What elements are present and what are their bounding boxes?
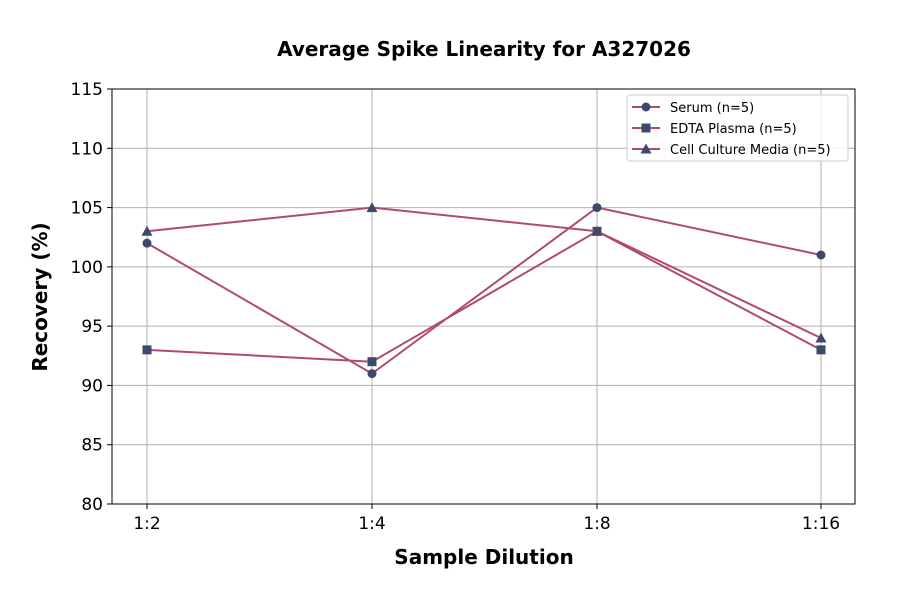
square-marker: [641, 123, 651, 133]
triangle-marker: [366, 202, 378, 213]
legend: Serum (n=5) EDTA Plasma (n=5) Cell Culture…: [626, 94, 849, 162]
y-tick-label: 115: [71, 80, 103, 100]
series-line: [146, 206, 822, 339]
series-square: [142, 226, 826, 367]
square-marker: [816, 345, 826, 355]
legend-label: Serum (n=5): [670, 101, 754, 116]
y-tick-label: 80: [81, 495, 103, 515]
legend-label: Cell Culture Media (n=5): [670, 143, 831, 158]
y-tick-label: 105: [71, 199, 103, 219]
triangle-marker: [141, 225, 153, 236]
series-triangle: [141, 202, 827, 343]
y-tick-label: 85: [81, 436, 103, 456]
x-tick-label: 1:4: [358, 514, 385, 534]
square-marker: [367, 357, 377, 367]
series-line: [146, 230, 822, 363]
plot-frame: [111, 88, 856, 505]
series-line: [146, 206, 822, 375]
legend-label: EDTA Plasma (n=5): [670, 122, 797, 137]
circle-marker: [592, 203, 602, 213]
x-tick-label: 1:16: [802, 514, 840, 534]
square-marker: [142, 345, 152, 355]
legend-box: [626, 94, 849, 162]
circle-marker: [641, 102, 651, 112]
circle-marker: [142, 238, 152, 248]
y-tick-label: 95: [81, 317, 103, 337]
x-axis-label: Sample Dilution: [394, 545, 573, 569]
circle-marker: [367, 369, 377, 379]
y-tick-label: 100: [71, 258, 103, 278]
triangle-marker: [815, 332, 827, 343]
circle-marker: [816, 250, 826, 260]
y-axis-label: Recovery (%): [28, 222, 52, 371]
x-tick-label: 1:2: [133, 514, 160, 534]
chart-title: Average Spike Linearity for A327026: [277, 37, 691, 61]
triangle-marker: [591, 225, 603, 236]
series-circle: [142, 203, 826, 379]
triangle-marker: [640, 143, 652, 154]
x-tick-label: 1:8: [583, 514, 610, 534]
y-tick-label: 90: [81, 376, 103, 396]
y-tick-label: 110: [71, 139, 103, 159]
